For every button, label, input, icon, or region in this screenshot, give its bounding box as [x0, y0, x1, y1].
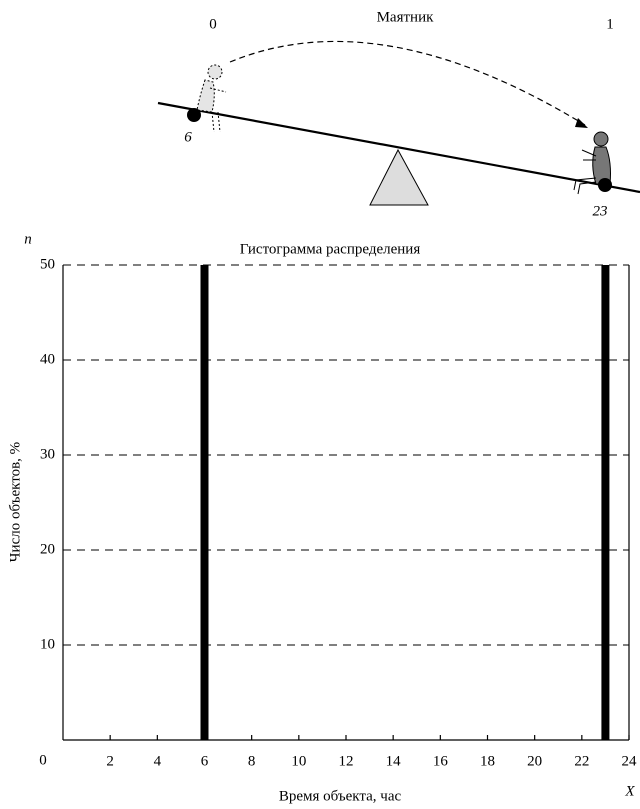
x-tick-label: 2 — [106, 753, 114, 769]
left-weight — [187, 108, 201, 122]
seesaw-diagram: 0 Маятник 1 6 23 — [158, 9, 640, 219]
swing-arc — [230, 41, 585, 125]
bar — [201, 265, 209, 740]
left-weight-label: 6 — [184, 129, 192, 145]
y-tick-label: 0 — [39, 752, 47, 768]
right-label: 1 — [606, 16, 614, 32]
x-tick-label: 12 — [339, 753, 354, 769]
x-tick-label: 6 — [201, 753, 209, 769]
y-tick-label: 10 — [40, 636, 55, 652]
x-tick-label: 4 — [154, 753, 162, 769]
left-label: 0 — [209, 16, 217, 32]
y-axis-label: Число объектов, % — [7, 442, 23, 562]
y-tick-label: 50 — [40, 256, 55, 272]
x-tick-label: 24 — [622, 753, 638, 769]
x-tick-label: 16 — [433, 753, 449, 769]
fulcrum — [370, 150, 428, 205]
x-tick-label: 18 — [480, 753, 495, 769]
y-tick-label: 20 — [40, 541, 55, 557]
x-axis-label: Время объекта, час — [279, 788, 402, 804]
y-tick-label: 30 — [40, 446, 55, 462]
figure: 0 Маятник 1 6 23 n X Гистограмма распред… — [0, 0, 640, 809]
chart-title: Гистограмма распределения — [240, 241, 421, 257]
x-tick-label: 22 — [574, 753, 589, 769]
x-tick-label: 14 — [386, 753, 402, 769]
y-axis-symbol: n — [24, 231, 32, 247]
right-weight — [598, 178, 612, 192]
right-weight-label: 23 — [593, 203, 608, 219]
x-axis-symbol: X — [624, 783, 635, 799]
y-tick-label: 40 — [40, 351, 55, 367]
ghost-figure — [197, 65, 226, 132]
x-tick-label: 20 — [527, 753, 542, 769]
bar — [601, 265, 609, 740]
diagram-title: Маятник — [377, 9, 435, 25]
x-tick-label: 8 — [248, 753, 256, 769]
x-tick-label: 10 — [291, 753, 306, 769]
